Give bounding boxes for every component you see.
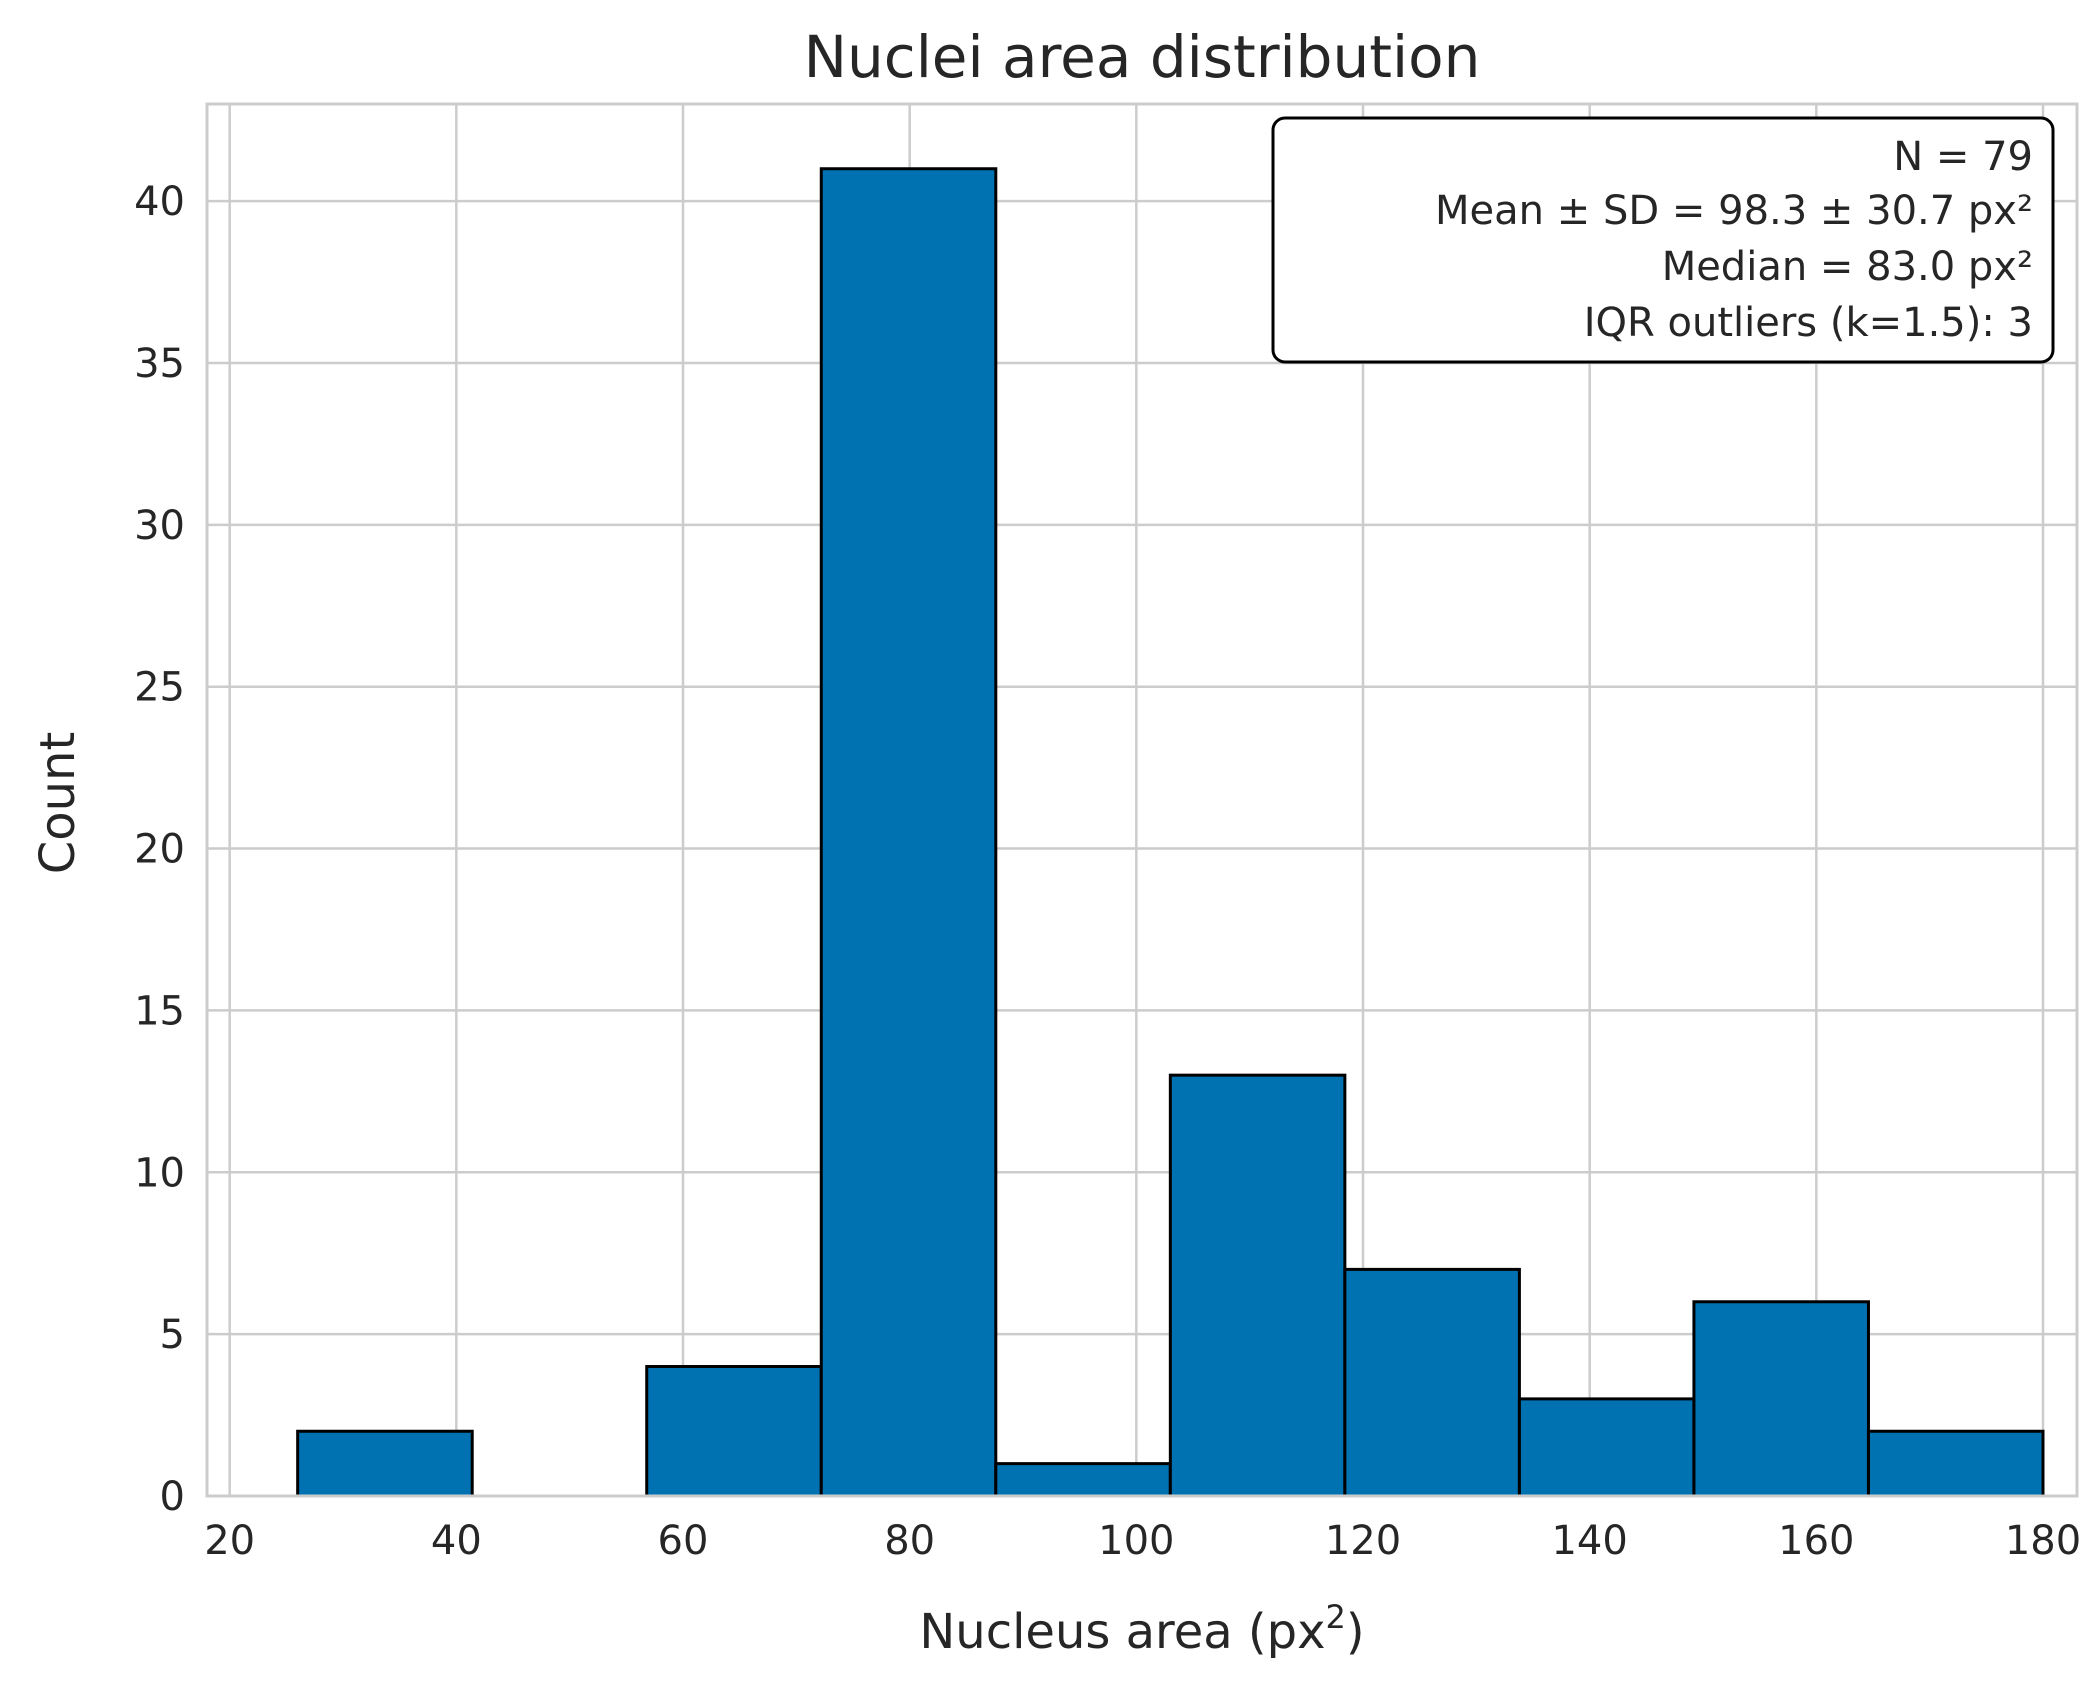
histogram-bar: [1517, 1397, 1696, 1498]
y-tick-label: 35: [134, 341, 185, 387]
stats-line-mean: Mean ± SD = 98.3 ± 30.7 px²: [1435, 188, 2033, 234]
histogram-bar: [819, 167, 998, 1498]
stats-line-median: Median = 83.0 px²: [1662, 244, 2033, 290]
histogram-bar: [994, 1462, 1172, 1498]
histogram-bar: [1692, 1300, 1870, 1498]
histogram-bar: [1866, 1429, 2045, 1498]
x-tick-label: 60: [658, 1518, 709, 1564]
histogram-bars: [296, 167, 2045, 1498]
plot-frame-border: [205, 102, 2079, 1498]
x-tick-label: 180: [2005, 1518, 2081, 1564]
y-tick-label: 10: [134, 1150, 185, 1196]
x-axis-title: Nucleus area (px2): [919, 1598, 1364, 1660]
x-tick-label: 80: [884, 1518, 935, 1564]
y-tick-label: 30: [134, 503, 185, 549]
histogram-bar: [645, 1365, 823, 1498]
y-axis-title: Count: [30, 732, 86, 875]
plot-frame: [205, 102, 2079, 1498]
y-tick-label: 0: [160, 1474, 185, 1520]
x-axis-title-superscript: 2: [1326, 1598, 1346, 1636]
stats-box-frame: [1271, 116, 2055, 364]
stats-line-n: N = 79: [1893, 134, 2033, 180]
y-tick-label: 5: [160, 1312, 185, 1358]
y-tick-labels: 0 5 10 15 20 25 30 35 40: [134, 179, 185, 1520]
y-tick-label: 25: [134, 665, 185, 711]
y-tick-label: 40: [134, 179, 185, 225]
x-tick-label: 100: [1098, 1518, 1174, 1564]
stats-box: N = 79 Mean ± SD = 98.3 ± 30.7 px² Media…: [1271, 116, 2055, 364]
x-tick-labels: 20 40 60 80 100 120 140 160 180: [204, 1518, 2081, 1564]
x-tick-label: 120: [1325, 1518, 1401, 1564]
x-tick-label: 40: [431, 1518, 482, 1564]
x-axis-title-close: ): [1346, 1604, 1365, 1660]
stats-line-outliers: IQR outliers (k=1.5): 3: [1584, 300, 2033, 346]
histogram-bar: [1343, 1267, 1521, 1498]
x-tick-label: 140: [1551, 1518, 1627, 1564]
chart-title: Nuclei area distribution: [804, 23, 1481, 91]
x-tick-label: 160: [1778, 1518, 1854, 1564]
y-tick-label: 20: [134, 827, 185, 873]
x-axis-title-text: Nucleus area (px: [919, 1604, 1325, 1660]
x-tick-label: 20: [204, 1518, 255, 1564]
histogram-bar: [296, 1429, 474, 1498]
histogram-bar: [1168, 1073, 1347, 1498]
y-tick-label: 15: [134, 988, 185, 1034]
